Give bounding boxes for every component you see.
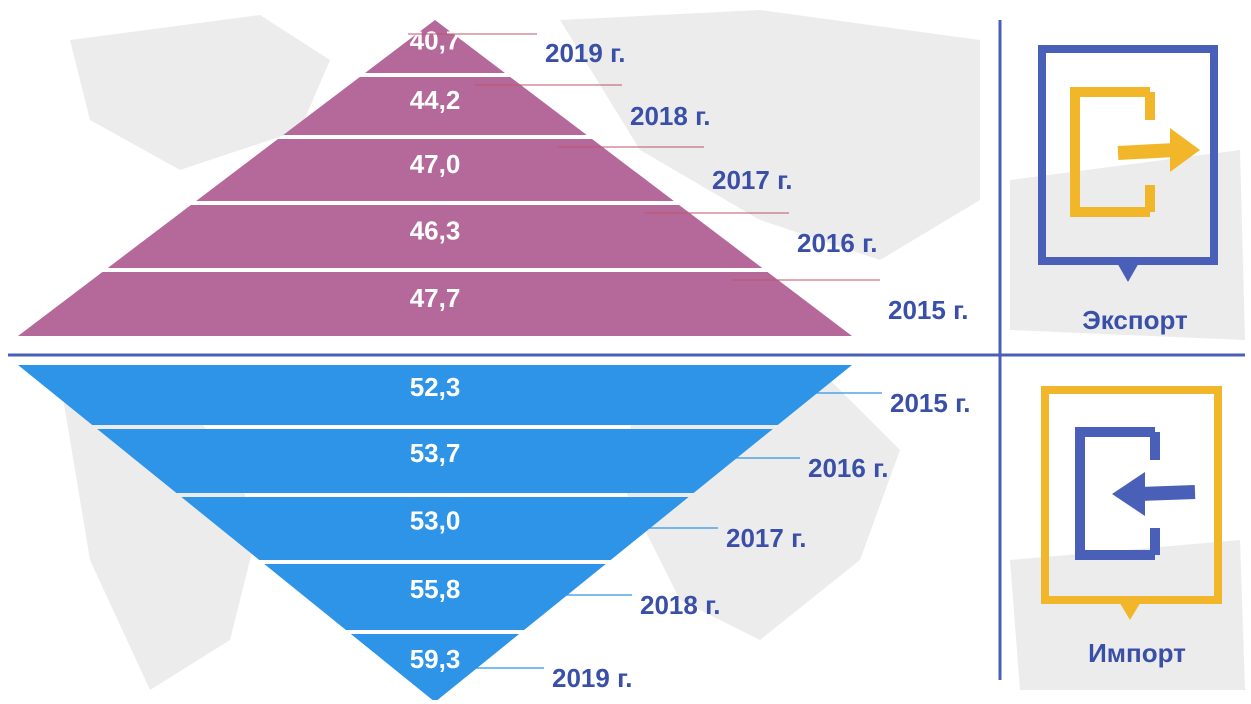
export-value: 44,2 <box>410 85 461 115</box>
import-value: 53,0 <box>410 505 461 535</box>
export-slice <box>365 20 505 73</box>
import-value: 52,3 <box>410 372 461 402</box>
export-value: 47,0 <box>410 149 461 179</box>
export-value: 40,7 <box>410 25 461 55</box>
export-value: 46,3 <box>410 215 461 245</box>
export-slice <box>196 139 674 201</box>
import-icon <box>1041 386 1222 620</box>
import-year: 2016 г. <box>808 453 889 483</box>
import-year: 2019 г. <box>552 663 633 693</box>
import-value: 59,3 <box>410 644 461 674</box>
import-slice <box>181 497 689 560</box>
import-slice <box>264 564 606 630</box>
export-slice <box>107 205 763 268</box>
import-value: 53,7 <box>410 438 461 468</box>
import-year: 2017 г. <box>726 523 807 553</box>
export-label: Экспорт <box>1082 305 1188 335</box>
export-slice <box>18 272 852 336</box>
export-year: 2017 г. <box>712 165 793 195</box>
import-slice <box>350 634 520 700</box>
export-year: 2019 г. <box>545 38 626 68</box>
import-slice <box>18 365 852 425</box>
import-year: 2018 г. <box>640 590 721 620</box>
export-year: 2015 г. <box>888 295 969 325</box>
export-icon <box>1038 45 1218 282</box>
import-year: 2015 г. <box>890 388 971 418</box>
export-year: 2018 г. <box>630 101 711 131</box>
export-value: 47,7 <box>410 283 461 313</box>
import-slice <box>97 429 773 493</box>
import-value: 55,8 <box>410 574 461 604</box>
export-slice <box>283 77 587 135</box>
export-year: 2016 г. <box>797 228 878 258</box>
import-label: Импорт <box>1088 638 1186 668</box>
